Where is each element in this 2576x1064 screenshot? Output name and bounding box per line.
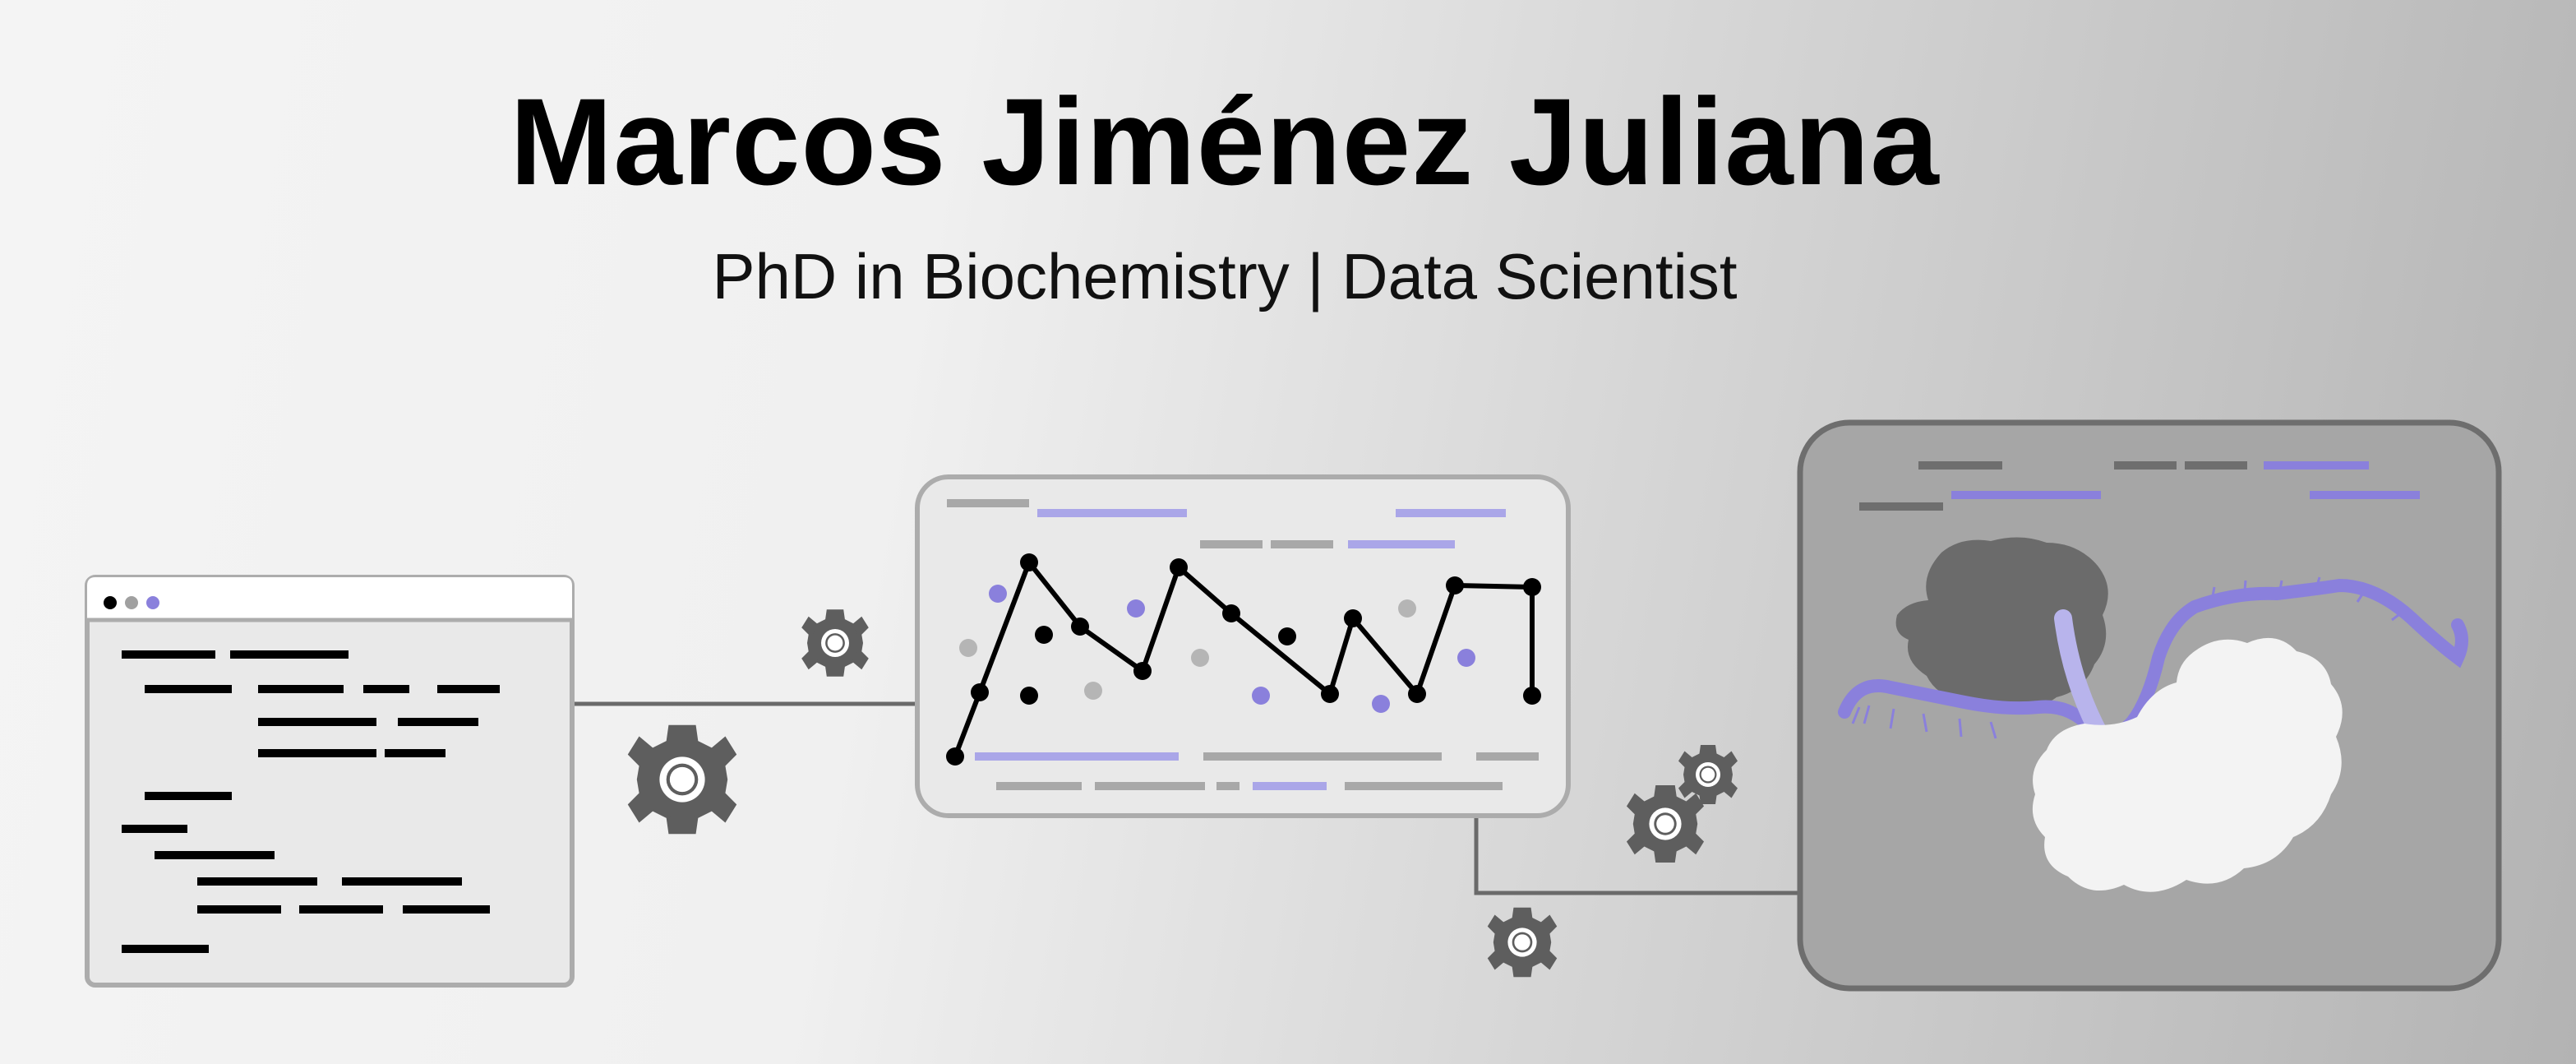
gear-icon [1487, 907, 1558, 978]
code-lines [122, 650, 500, 953]
gear-icon [1678, 745, 1738, 804]
page-title: Marcos Jiménez Juliana [510, 72, 1940, 210]
protein-light [2032, 637, 2343, 892]
gear-icon [801, 609, 869, 677]
window-dot-icon [104, 596, 117, 609]
chart-panel [915, 474, 1571, 818]
line-points [946, 553, 1541, 766]
window-dot-icon [125, 596, 138, 609]
molecule-panel [1797, 419, 2502, 992]
gear-icon [627, 724, 737, 835]
page-subtitle: PhD in Biochemistry | Data Scientist [712, 240, 1738, 312]
connector-lines [572, 701, 1800, 895]
gear-icon [1626, 784, 1705, 863]
window-dot-icon [146, 596, 159, 609]
code-editor-panel [85, 575, 575, 988]
scatter-points [959, 585, 1475, 713]
dna-strand [1838, 578, 2468, 742]
protein-dark [1895, 537, 2108, 710]
base-pairs [1851, 576, 2406, 739]
